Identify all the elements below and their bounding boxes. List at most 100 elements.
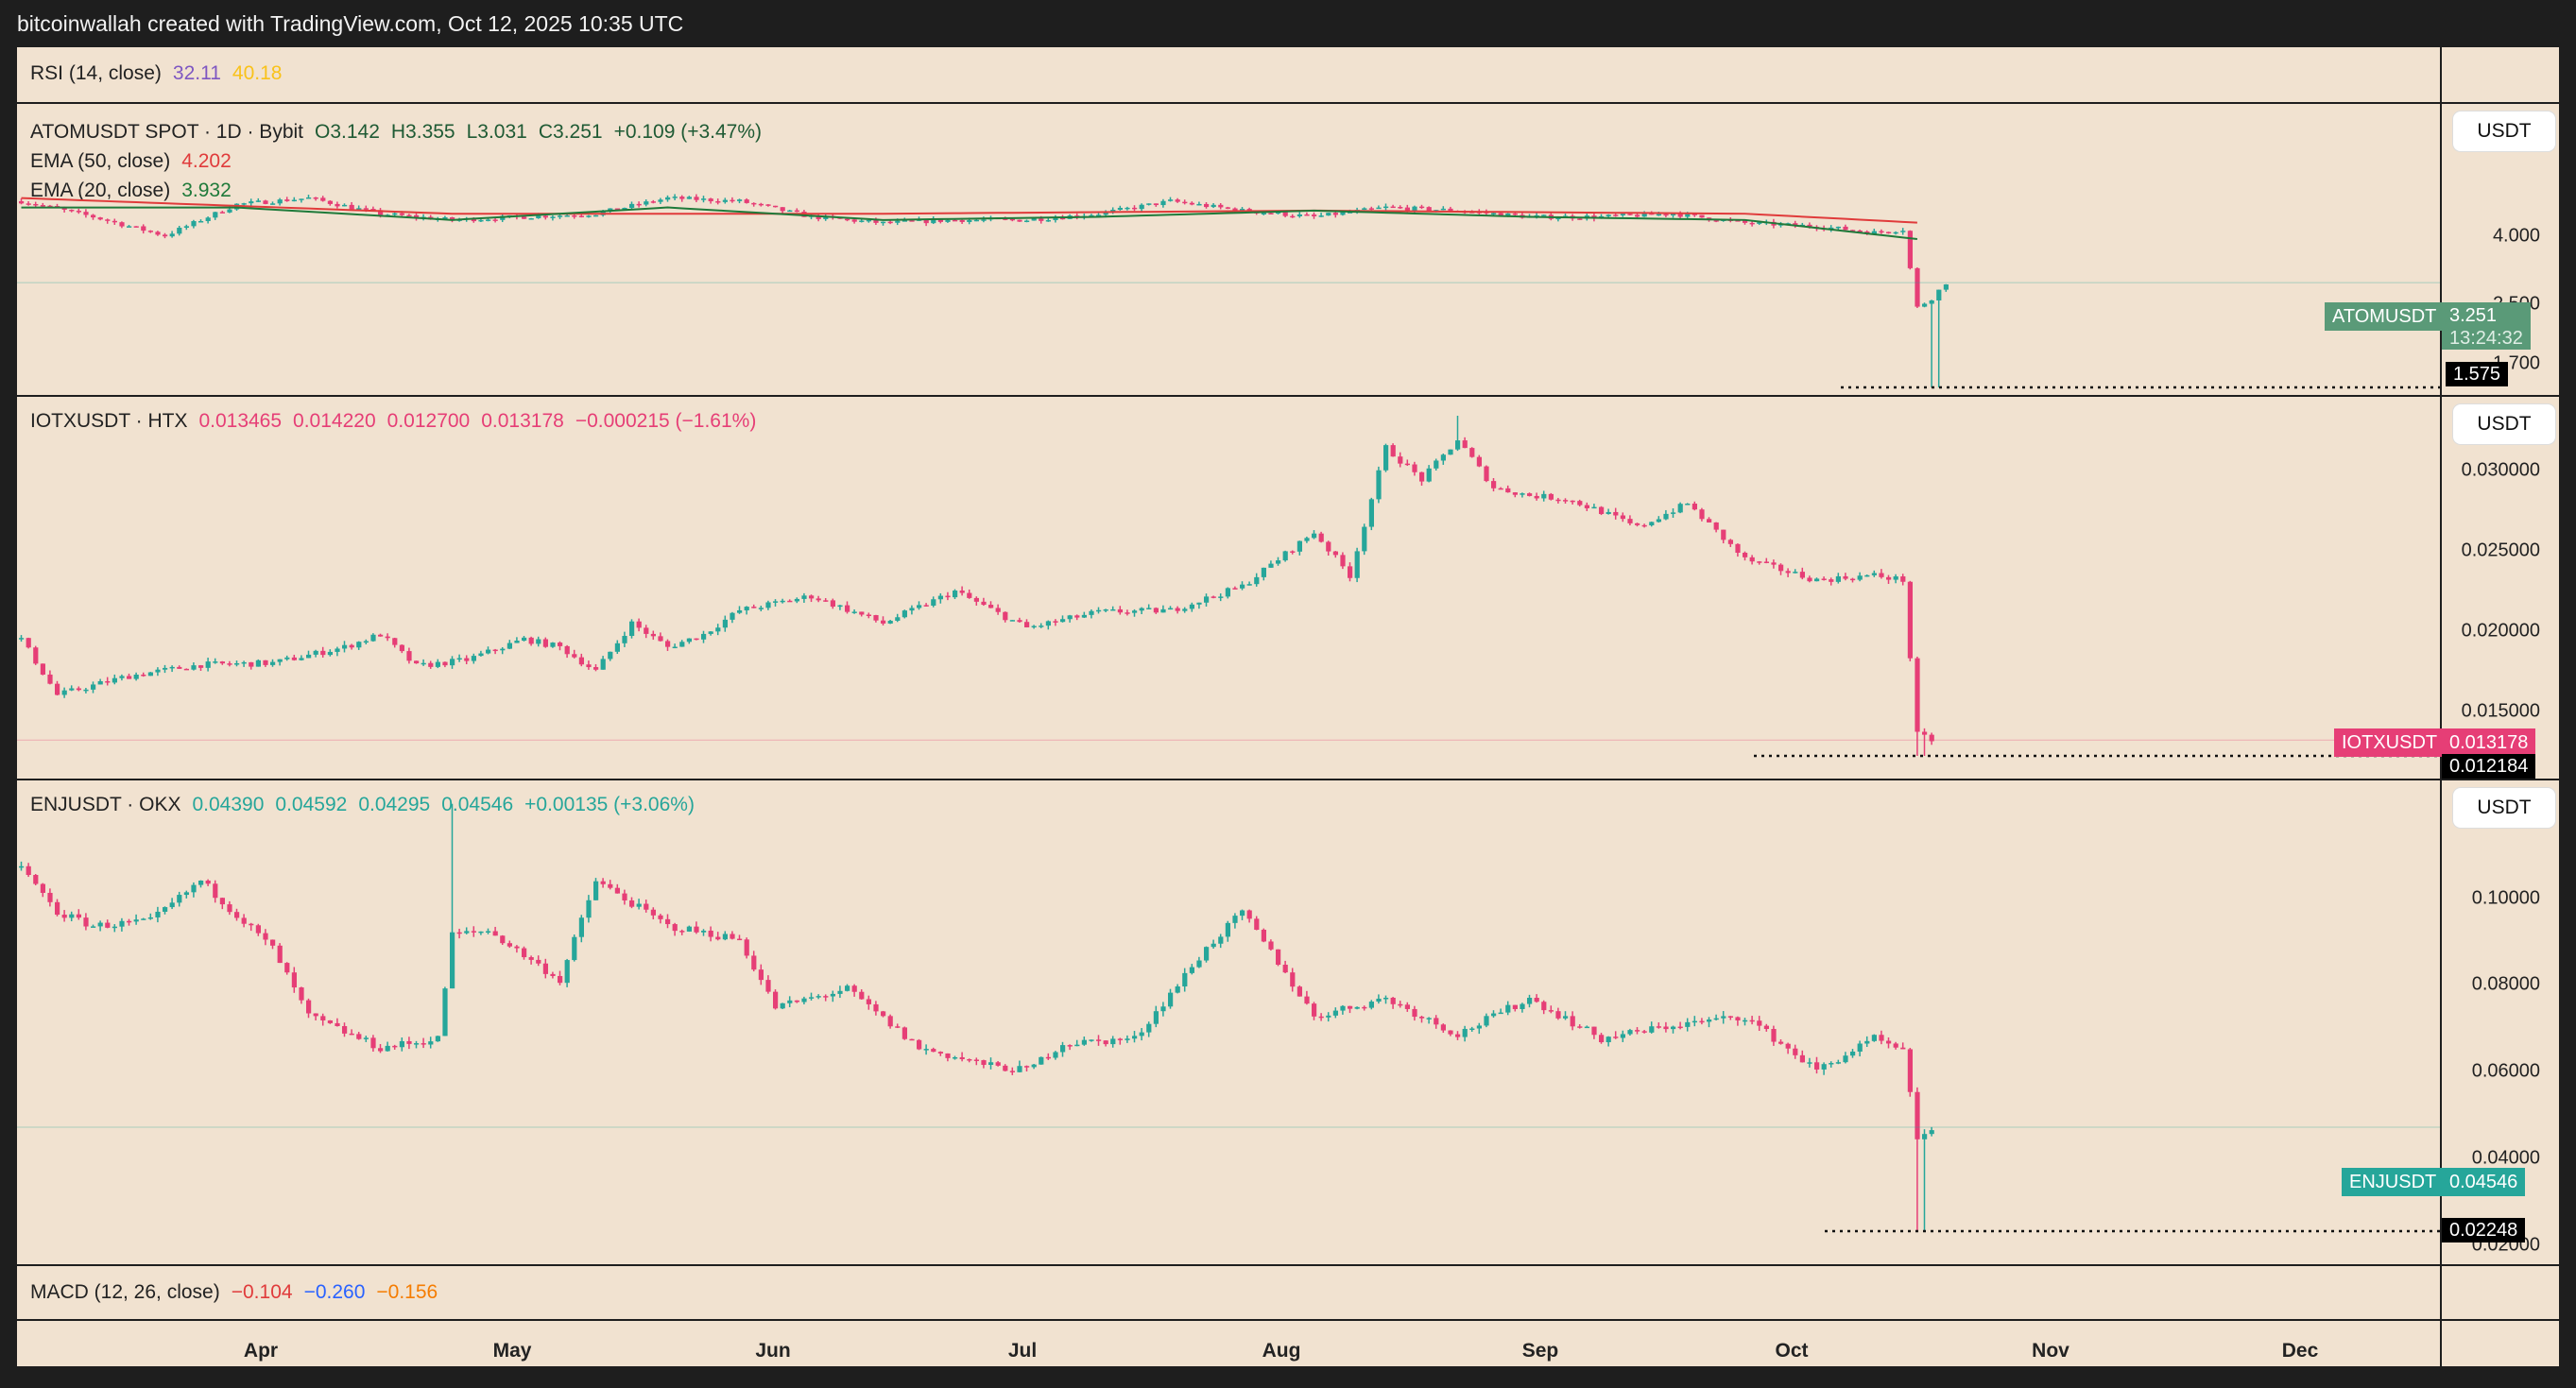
candle-body [1757, 561, 1762, 563]
candle-body [1699, 214, 1705, 218]
candle-body [1707, 519, 1712, 523]
candle-body [421, 1043, 426, 1045]
candle-body [1060, 1045, 1066, 1053]
candle-body [421, 662, 426, 665]
candle-body [522, 948, 527, 958]
candle-body [1743, 220, 1748, 223]
atom-price-scale[interactable]: USDT 4.000 2.500 1.700 [2440, 104, 2559, 395]
candle-body [112, 677, 117, 683]
candle-body [1031, 625, 1037, 628]
month-label-sep: Sep [1521, 1340, 1559, 1362]
candle-body [177, 228, 182, 234]
candle-body [1368, 1002, 1374, 1008]
candle-body [1240, 584, 1245, 589]
candle-body [845, 218, 850, 221]
candle-body [1850, 1051, 1856, 1056]
candle-body [1390, 997, 1396, 1004]
candle-body [959, 591, 965, 593]
candle-body [1168, 608, 1174, 610]
macd-label: MACD (12, 26, close) [30, 1281, 220, 1303]
candle-body [744, 939, 749, 956]
enj-unit-button[interactable]: USDT [2453, 788, 2555, 828]
candle-body [255, 660, 261, 667]
candle-body [478, 931, 484, 934]
candle-body [1635, 1030, 1640, 1032]
candle-body [1096, 214, 1102, 216]
candle-body [536, 215, 541, 219]
iotx-panel[interactable]: IOTXUSDT · HTX 0.013465 0.014220 0.012700 0.… [17, 397, 2559, 780]
candle-body [1850, 230, 1856, 231]
candle-body [1276, 212, 1281, 214]
time-axis[interactable]: Apr May Jun Jul Aug Sep Oct Nov Dec [17, 1321, 2559, 1366]
rsi-panel[interactable]: RSI (14, close) 32.11 40.18 [17, 47, 2559, 104]
candle-body [1182, 201, 1188, 204]
candle-body [1067, 1045, 1073, 1047]
candle-body [1692, 1020, 1697, 1023]
enj-panel[interactable]: ENJUSDT · OKX 0.04390 0.04592 0.04295 0.0454… [17, 780, 2559, 1266]
candle-body [392, 213, 398, 215]
candle-body [1074, 1044, 1080, 1047]
candle-body [1793, 223, 1798, 226]
atom-high: H3.355 [390, 121, 455, 143]
candle-body [837, 605, 843, 608]
enj-price-scale[interactable]: USDT 0.10000 0.08000 0.06000 0.04000 0.0… [2440, 780, 2559, 1264]
candle-body [967, 1059, 972, 1061]
candle-body [205, 661, 211, 668]
candle-body [1168, 199, 1174, 201]
iotx-close: 0.013178 [481, 410, 564, 432]
iotx-price-tag: 0.013178 [2442, 728, 2536, 757]
candle-body [1110, 1038, 1116, 1045]
candle-body [1434, 1018, 1439, 1025]
candle-body [155, 911, 161, 917]
candle-body [1074, 615, 1080, 618]
candle-body [973, 219, 979, 222]
month-label-oct: Oct [1775, 1340, 1809, 1362]
candle-body [1591, 506, 1597, 509]
rsi-scale[interactable] [2440, 47, 2559, 102]
enj-plot[interactable]: ENJUSDT · OKX 0.04390 0.04592 0.04295 0.0454… [17, 780, 2440, 1264]
candle-body [1534, 495, 1539, 499]
atom-plot[interactable]: ATOMUSDT SPOT · 1D · Bybit O3.142 H3.355 L3… [17, 104, 2440, 395]
candle-body [1261, 213, 1266, 214]
candle-body [586, 900, 592, 918]
atom-price-tag: 3.251 13:24:32 [2442, 302, 2531, 350]
candle-body [600, 659, 606, 670]
candle-body [887, 1016, 893, 1027]
candle-body [665, 197, 671, 200]
candle-body [1793, 572, 1798, 574]
candle-body [572, 215, 577, 217]
candle-body [1039, 218, 1044, 221]
candle-body [1476, 456, 1482, 467]
candle-body [227, 904, 232, 913]
candle-body [1398, 1003, 1403, 1006]
candle-body [1656, 519, 1661, 523]
candle-body [1426, 207, 1432, 211]
macd-scale[interactable] [2440, 1266, 2559, 1319]
rsi-legend: RSI (14, close) 32.11 40.18 [30, 62, 293, 85]
candle-body [722, 199, 728, 202]
candle-body [902, 220, 907, 222]
candle-body [1807, 1062, 1812, 1064]
candle-body [1462, 440, 1468, 449]
iotx-price-scale[interactable]: USDT 0.030000 0.025000 0.020000 0.015000 [2440, 397, 2559, 779]
candle-body [428, 1041, 434, 1045]
candle-body [995, 1062, 1001, 1066]
candle-body [1103, 212, 1108, 215]
atom-panel[interactable]: ATOMUSDT SPOT · 1D · Bybit O3.142 H3.355 L3… [17, 104, 2559, 397]
candle-body [1455, 440, 1461, 450]
candle-body [851, 985, 857, 992]
candle-body [1153, 203, 1159, 206]
candle-body [1376, 998, 1382, 1002]
candle-body [1743, 1020, 1748, 1022]
macd-panel[interactable]: MACD (12, 26, close) −0.104 −0.260 −0.156 [17, 1266, 2559, 1321]
atom-unit-button[interactable]: USDT [2453, 111, 2555, 151]
iotx-plot[interactable]: IOTXUSDT · HTX 0.013465 0.014220 0.012700 0.… [17, 397, 2440, 779]
candle-body [450, 932, 455, 989]
iotx-unit-button[interactable]: USDT [2453, 404, 2555, 444]
candle-body [528, 957, 534, 960]
candle-body [1893, 231, 1898, 234]
candle-body [801, 595, 807, 599]
candle-body [794, 210, 799, 213]
candle-body [866, 614, 871, 617]
candle-body [902, 610, 907, 618]
